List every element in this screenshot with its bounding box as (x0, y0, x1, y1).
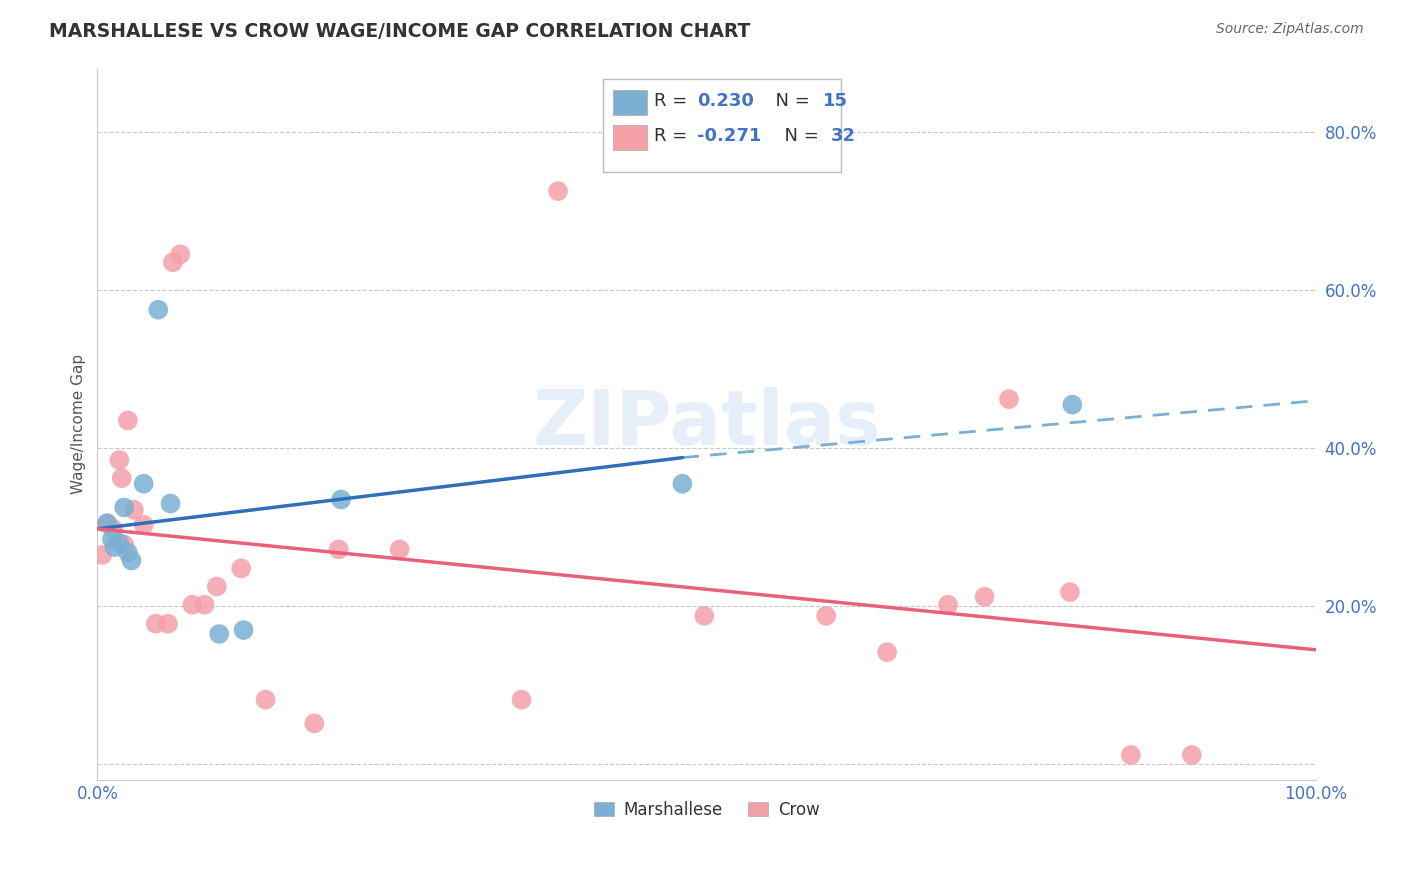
Point (194, 598, 217, 612)
Point (162, 255, 184, 269)
Point (876, 645, 898, 659)
Point (101, 532, 124, 546)
Text: -0.271: -0.271 (697, 128, 762, 145)
Text: MARSHALLESE VS CROW WAGE/INCOME GAP CORRELATION CHART: MARSHALLESE VS CROW WAGE/INCOME GAP CORR… (49, 22, 751, 41)
Point (91, 548, 114, 562)
Text: 15: 15 (823, 92, 848, 110)
Point (157, 616, 180, 631)
Point (132, 476, 155, 491)
Point (159, 496, 181, 510)
Point (148, 302, 170, 317)
Point (973, 590, 995, 604)
Point (998, 392, 1021, 406)
FancyBboxPatch shape (603, 79, 841, 172)
Point (232, 623, 254, 637)
Point (111, 471, 134, 485)
Point (254, 692, 277, 706)
Text: 32: 32 (831, 128, 856, 145)
Point (96, 516, 118, 531)
Point (231, 561, 253, 575)
Point (145, 616, 167, 631)
Point (117, 545, 139, 559)
Text: N =: N = (772, 128, 824, 145)
Point (330, 492, 353, 507)
Point (671, 476, 693, 491)
Text: N =: N = (763, 92, 815, 110)
Point (388, 542, 411, 557)
Point (205, 580, 228, 594)
Point (112, 500, 135, 515)
Point (1181, 747, 1204, 762)
Point (96, 516, 118, 531)
Point (1119, 747, 1142, 762)
Point (510, 692, 533, 706)
Text: R =: R = (654, 92, 693, 110)
Point (328, 542, 350, 557)
Legend: Marshallese, Crow: Marshallese, Crow (588, 794, 827, 825)
Point (112, 538, 135, 552)
Text: Source: ZipAtlas.com: Source: ZipAtlas.com (1216, 22, 1364, 37)
Point (122, 503, 145, 517)
Text: 0.230: 0.230 (697, 92, 754, 110)
Point (181, 598, 204, 612)
Point (108, 536, 131, 550)
Point (103, 540, 125, 554)
Point (547, 184, 569, 198)
FancyBboxPatch shape (613, 90, 647, 115)
Point (815, 608, 838, 623)
Point (121, 553, 143, 567)
Text: ZIPatlas: ZIPatlas (533, 387, 882, 461)
Point (103, 522, 125, 536)
Point (936, 598, 959, 612)
Point (169, 247, 191, 261)
Text: R =: R = (654, 128, 693, 145)
Point (108, 453, 131, 467)
Point (693, 608, 716, 623)
Point (132, 517, 155, 532)
Point (208, 627, 231, 641)
Point (304, 716, 326, 731)
Y-axis label: Wage/Income Gap: Wage/Income Gap (72, 354, 86, 494)
Point (1062, 398, 1084, 412)
FancyBboxPatch shape (613, 126, 647, 151)
Point (1059, 585, 1081, 599)
Point (117, 413, 139, 427)
